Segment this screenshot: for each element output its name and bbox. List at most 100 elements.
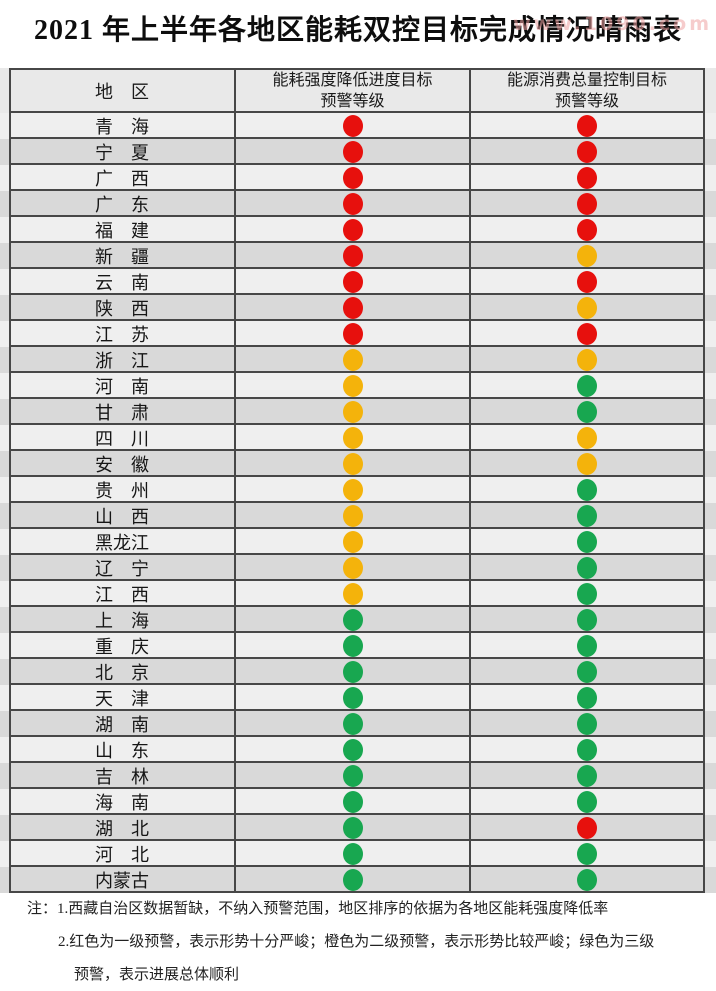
table-header-row: 地 区 能耗强度降低进度目标 预警等级 能源消费总量控制目标 预警等级 bbox=[0, 68, 716, 113]
status-dot-green bbox=[342, 739, 363, 761]
table-row-15: 贵 州 bbox=[0, 477, 716, 503]
region-label: 内蒙古 bbox=[95, 871, 149, 891]
status-dot-orange bbox=[577, 349, 597, 371]
region-label: 上 海 bbox=[95, 611, 149, 631]
status-dot-red bbox=[577, 817, 597, 839]
status-dot-orange bbox=[342, 531, 363, 553]
region-column-header: 地 区 bbox=[95, 81, 149, 102]
intensity-status-cell bbox=[235, 581, 470, 607]
total-status-cell bbox=[470, 373, 704, 399]
total-status-cell bbox=[470, 139, 704, 165]
note-line-1: 注：1.西藏自治区数据暂缺，不纳入预警范围，地区排序的依据为各地区能耗强度降低率 bbox=[27, 899, 709, 919]
table-row-30: 内蒙古 bbox=[0, 867, 716, 893]
status-dot-orange bbox=[577, 297, 597, 319]
header-divider bbox=[9, 111, 705, 113]
row-divider bbox=[9, 787, 705, 789]
status-dot-green bbox=[577, 401, 597, 423]
region-label: 浙 江 bbox=[95, 351, 149, 371]
table-row-21: 重 庆 bbox=[0, 633, 716, 659]
status-dot-red bbox=[577, 193, 597, 215]
status-dot-red bbox=[577, 115, 597, 137]
region-label: 湖 南 bbox=[95, 715, 149, 735]
total-status-cell bbox=[470, 269, 704, 295]
status-dot-red bbox=[342, 167, 363, 189]
table-row-14: 安 徽 bbox=[0, 451, 716, 477]
total-status-cell bbox=[470, 347, 704, 373]
note-prefix: 注： bbox=[27, 901, 58, 917]
status-dot-red bbox=[342, 271, 363, 293]
table-top-border bbox=[9, 68, 705, 70]
status-dot-orange bbox=[342, 479, 363, 501]
table-row-23: 天 津 bbox=[0, 685, 716, 711]
total-status-cell bbox=[470, 867, 704, 893]
table-left-border bbox=[9, 68, 11, 893]
table-row-17: 黑龙江 bbox=[0, 529, 716, 555]
intensity-status-cell bbox=[235, 295, 470, 321]
status-dot-green bbox=[577, 557, 597, 579]
intensity-status-cell bbox=[235, 685, 470, 711]
table-row-22: 北 京 bbox=[0, 659, 716, 685]
page-title: 2021 年上半年各地区能耗双控目标完成情况晴雨表 bbox=[33, 15, 682, 46]
intensity-status-cell bbox=[235, 477, 470, 503]
region-label: 贵 州 bbox=[95, 481, 149, 501]
row-divider bbox=[9, 709, 705, 711]
region-label: 黑龙江 bbox=[95, 533, 149, 553]
status-dot-red bbox=[577, 271, 597, 293]
status-dot-green bbox=[342, 713, 363, 735]
table-row-16: 山 西 bbox=[0, 503, 716, 529]
status-dot-red bbox=[342, 115, 363, 137]
status-dot-red bbox=[577, 219, 597, 241]
total-status-cell bbox=[470, 659, 704, 685]
status-dot-green bbox=[342, 765, 363, 787]
status-dot-orange bbox=[342, 453, 363, 475]
region-label: 四 川 bbox=[95, 429, 149, 449]
total-status-cell bbox=[470, 451, 704, 477]
total-column-header: 能源消费总量控制目标 预警等级 bbox=[470, 68, 704, 113]
table-row-18: 辽 宁 bbox=[0, 555, 716, 581]
row-divider bbox=[9, 891, 705, 893]
status-dot-orange bbox=[577, 453, 597, 475]
total-status-cell bbox=[470, 815, 704, 841]
notes: 注：1.西藏自治区数据暂缺，不纳入预警范围，地区排序的依据为各地区能耗强度降低率… bbox=[27, 899, 709, 985]
status-dot-green bbox=[342, 609, 363, 631]
row-divider bbox=[9, 839, 705, 841]
region-label: 青 海 bbox=[95, 117, 149, 137]
intensity-status-cell bbox=[235, 191, 470, 217]
table-row-8: 陕 西 bbox=[0, 295, 716, 321]
status-dot-orange bbox=[342, 505, 363, 527]
status-dot-green bbox=[577, 791, 597, 813]
intensity-status-cell bbox=[235, 633, 470, 659]
table-row-12: 甘 肃 bbox=[0, 399, 716, 425]
total-status-cell bbox=[470, 737, 704, 763]
intensity-status-cell bbox=[235, 607, 470, 633]
status-dot-red bbox=[342, 323, 363, 345]
total-status-cell bbox=[470, 841, 704, 867]
column-divider-1 bbox=[234, 68, 236, 893]
intensity-header-line2: 预警等级 bbox=[320, 92, 385, 110]
intensity-status-cell bbox=[235, 555, 470, 581]
table-row-26: 吉 林 bbox=[0, 763, 716, 789]
total-status-cell bbox=[470, 113, 704, 139]
table-row-29: 河 北 bbox=[0, 841, 716, 867]
table-body: 青 海宁 夏广 西广 东福 建新 疆云 南陕 西江 苏浙 江河 南甘 肃四 川安… bbox=[0, 113, 716, 893]
status-dot-orange bbox=[342, 427, 363, 449]
total-status-cell bbox=[470, 711, 704, 737]
table-row-24: 湖 南 bbox=[0, 711, 716, 737]
table-row-11: 河 南 bbox=[0, 373, 716, 399]
region-label: 福 建 bbox=[95, 221, 149, 241]
intensity-status-cell bbox=[235, 373, 470, 399]
total-status-cell bbox=[470, 295, 704, 321]
note-1-text: 1.西藏自治区数据暂缺，不纳入预警范围，地区排序的依据为各地区能耗强度降低率 bbox=[57, 901, 609, 917]
region-label: 陕 西 bbox=[95, 299, 149, 319]
row-divider bbox=[9, 189, 705, 191]
row-divider bbox=[9, 163, 705, 165]
row-divider bbox=[9, 345, 705, 347]
table-row-6: 新 疆 bbox=[0, 243, 716, 269]
intensity-status-cell bbox=[235, 399, 470, 425]
status-dot-orange bbox=[342, 401, 363, 423]
status-dot-red bbox=[342, 219, 363, 241]
table-row-2: 宁 夏 bbox=[0, 139, 716, 165]
status-dot-green bbox=[342, 869, 363, 891]
status-dot-green bbox=[342, 661, 363, 683]
